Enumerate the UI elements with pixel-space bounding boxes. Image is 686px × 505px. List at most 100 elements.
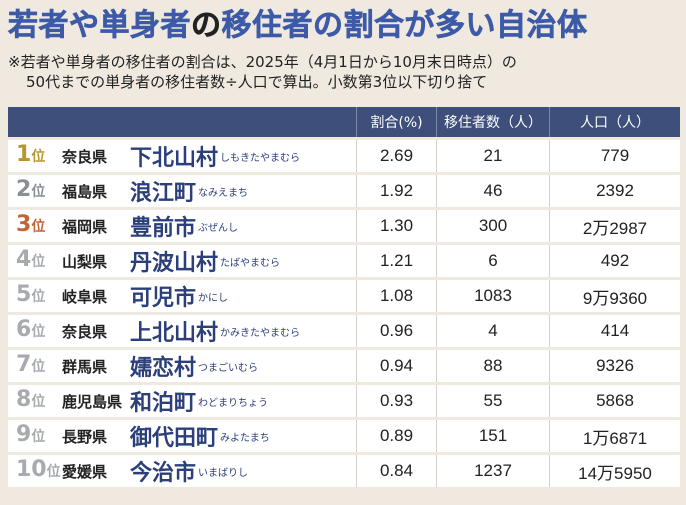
migrants-cell: 151 (437, 420, 550, 452)
table-row: 7位 群馬県 嬬恋村 つまごいむら 0.94 88 9326 (8, 350, 680, 382)
municipality-name: 上北山村 (130, 321, 219, 346)
rank-unit: 位 (31, 429, 46, 445)
title-part-particle: の (191, 8, 222, 44)
municipality-name: 下北山村 (130, 146, 219, 171)
column-header-migrants: 移住者数（人） (437, 107, 550, 137)
column-header-ratio: 割合(%) (357, 107, 437, 137)
rank-unit: 位 (31, 359, 46, 375)
rank-unit: 位 (46, 464, 61, 480)
municipality-reading: かみきたやまむら (220, 327, 301, 339)
rank-number: 3 (16, 212, 32, 237)
ratio-cell: 1.92 (357, 175, 437, 207)
municipality-reading: ぶぜんし (198, 222, 239, 234)
rank-label: 3位 (16, 211, 62, 241)
ratio-cell: 1.21 (357, 245, 437, 277)
footnote-line-1: ※若者や単身者の移住者の割合は、2025年（4月1日から10月末日時点）の (8, 53, 517, 71)
ranking-table: 割合(%) 移住者数（人） 人口（人） 1位 奈良県 下北山村 しもきたやまむら 2.6… (8, 104, 680, 490)
rank-label: 1位 (16, 141, 62, 171)
rank-number: 5 (16, 282, 32, 307)
table-row: 3位 福岡県 豊前市 ぶぜんし 1.30 300 2万2987 (8, 210, 680, 242)
ratio-cell: 0.84 (357, 455, 437, 487)
migrants-cell: 46 (437, 175, 550, 207)
migrants-cell: 1083 (437, 280, 550, 312)
population-cell: 5868 (550, 385, 680, 417)
migrants-cell: 21 (437, 140, 550, 172)
rank-number: 2 (16, 177, 32, 202)
ratio-cell: 0.94 (357, 350, 437, 382)
prefecture-name: 奈良県 (62, 322, 108, 341)
rank-unit: 位 (31, 149, 46, 165)
ratio-cell: 1.30 (357, 210, 437, 242)
population-cell: 779 (550, 140, 680, 172)
municipality-reading: いまばりし (198, 467, 249, 479)
migrants-cell: 1237 (437, 455, 550, 487)
prefecture-name: 鹿児島県 (62, 392, 123, 411)
municipality-reading: しもきたやまむら (220, 152, 301, 164)
municipality-cell: 6位 奈良県 上北山村 かみきたやまむら (8, 315, 357, 347)
municipality-cell: 3位 福岡県 豊前市 ぶぜんし (8, 210, 357, 242)
municipality-name: 嬬恋村 (130, 356, 197, 381)
rank-label: 4位 (16, 246, 62, 276)
municipality-reading: なみえまち (198, 187, 249, 199)
rank-number: 10 (16, 457, 47, 482)
population-cell: 14万5950 (550, 455, 680, 487)
column-header-population: 人口（人） (550, 107, 680, 137)
table-row: 8位 鹿児島県 和泊町 わどまりちょう 0.93 55 5868 (8, 385, 680, 417)
prefecture-name: 愛媛県 (62, 462, 108, 481)
population-cell: 2万2987 (550, 210, 680, 242)
table-row: 1位 奈良県 下北山村 しもきたやまむら 2.69 21 779 (8, 140, 680, 172)
rank-number: 4 (16, 247, 32, 272)
prefecture-name: 岐阜県 (62, 287, 108, 306)
rank-label: 8位 (16, 386, 62, 416)
migrants-cell: 88 (437, 350, 550, 382)
ratio-cell: 0.93 (357, 385, 437, 417)
population-cell: 414 (550, 315, 680, 347)
municipality-name: 可児市 (130, 286, 197, 311)
table-row: 4位 山梨県 丹波山村 たばやまむら 1.21 6 492 (8, 245, 680, 277)
rank-label: 5位 (16, 281, 62, 311)
rank-number: 8 (16, 387, 32, 412)
municipality-cell: 5位 岐阜県 可児市 かにし (8, 280, 357, 312)
ranking-rows: 1位 奈良県 下北山村 しもきたやまむら 2.69 21 779 2位 福島県 浪江町 なみえまち 1… (8, 140, 680, 487)
prefecture-name: 長野県 (62, 427, 108, 446)
table-row: 10位愛媛県 今治市 いまばりし 0.84 1237 14万5950 (8, 455, 680, 487)
rank-label: 9位 (16, 421, 62, 451)
rank-label: 7位 (16, 351, 62, 381)
title-part-young-single: 若者や単身者 (8, 8, 191, 44)
migrants-cell: 300 (437, 210, 550, 242)
rank-number: 9 (16, 422, 32, 447)
prefecture-name: 群馬県 (62, 357, 108, 376)
municipality-reading: みよたまち (220, 432, 270, 444)
population-cell: 9万9360 (550, 280, 680, 312)
footnote-line-2: 50代までの単身者の移住者数÷人口で算出。小数第3位以下切り捨て (26, 73, 488, 91)
rank-label: 6位 (16, 316, 62, 346)
municipality-reading: わどまりちょう (198, 397, 269, 409)
rank-unit: 位 (31, 324, 46, 340)
table-row: 6位 奈良県 上北山村 かみきたやまむら 0.96 4 414 (8, 315, 680, 347)
rank-unit: 位 (31, 219, 46, 235)
ratio-cell: 2.69 (357, 140, 437, 172)
rank-unit: 位 (31, 254, 46, 270)
prefecture-name: 奈良県 (62, 147, 108, 166)
rank-label: 2位 (16, 176, 62, 206)
prefecture-name: 山梨県 (62, 252, 108, 271)
municipality-name: 浪江町 (130, 181, 197, 206)
table-row: 2位 福島県 浪江町 なみえまち 1.92 46 2392 (8, 175, 680, 207)
population-cell: 9326 (550, 350, 680, 382)
rank-unit: 位 (31, 394, 46, 410)
population-cell: 2392 (550, 175, 680, 207)
municipality-name: 豊前市 (130, 216, 197, 241)
chart-title: 若者や単身者の移住者の割合が多い自治体 (8, 4, 684, 48)
title-part-migrant-ratio: 移住者の割合が多い自治体 (221, 8, 588, 44)
column-header-municipality (8, 107, 357, 137)
municipality-reading: かにし (198, 292, 229, 304)
rank-number: 1 (16, 142, 32, 167)
rank-number: 6 (16, 317, 32, 342)
prefecture-name: 福島県 (62, 182, 108, 201)
table-header-row: 割合(%) 移住者数（人） 人口（人） (8, 107, 680, 137)
municipality-cell: 2位 福島県 浪江町 なみえまち (8, 175, 357, 207)
population-cell: 1万6871 (550, 420, 680, 452)
municipality-cell: 9位 長野県 御代田町 みよたまち (8, 420, 357, 452)
municipality-cell: 8位 鹿児島県 和泊町 わどまりちょう (8, 385, 357, 417)
municipality-reading: たばやまむら (220, 257, 281, 269)
